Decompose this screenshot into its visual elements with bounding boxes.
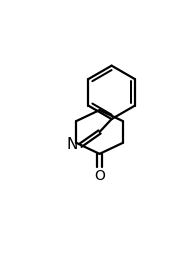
Text: O: O (94, 169, 105, 183)
Text: N: N (66, 137, 78, 152)
